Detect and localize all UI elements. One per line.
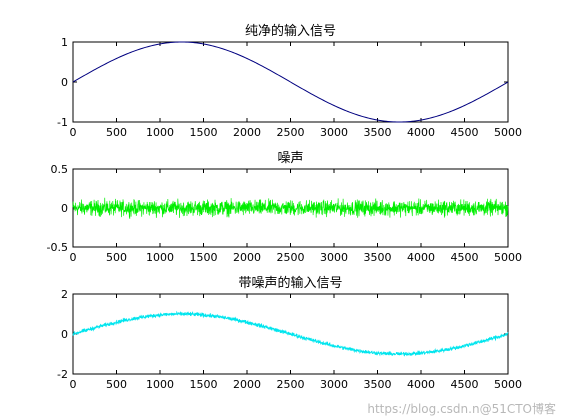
x-tick-label: 1500 bbox=[190, 126, 218, 139]
x-tick-label: 5000 bbox=[494, 126, 522, 139]
x-tick-label: 0 bbox=[70, 378, 77, 391]
series-line-noise bbox=[72, 197, 509, 219]
x-tick-label: 1000 bbox=[146, 251, 174, 264]
x-tick-label: 4000 bbox=[407, 126, 435, 139]
y-tick-label: 2 bbox=[61, 288, 68, 301]
x-tick-label: 3500 bbox=[364, 378, 392, 391]
x-tick-label: 2500 bbox=[277, 378, 305, 391]
y-tick-label: 0.5 bbox=[51, 163, 69, 176]
y-tick-label: 0 bbox=[61, 202, 68, 215]
x-tick-label: 4000 bbox=[407, 378, 435, 391]
y-tick-label: -1 bbox=[57, 116, 68, 129]
x-tick-label: 5000 bbox=[494, 378, 522, 391]
x-tick-label: 2000 bbox=[233, 126, 261, 139]
axes-title-2: 噪声 bbox=[277, 151, 303, 166]
x-tick-label: 2500 bbox=[277, 251, 305, 264]
x-tick-label: 1500 bbox=[190, 378, 218, 391]
x-tick-label: 4500 bbox=[451, 378, 479, 391]
x-tick-label: 3500 bbox=[364, 126, 392, 139]
x-tick-label: 2000 bbox=[233, 251, 261, 264]
x-tick-label: 2000 bbox=[233, 378, 261, 391]
y-tick-label: 0 bbox=[61, 76, 68, 89]
series-line-clean-signal bbox=[72, 41, 509, 123]
x-tick-label: 3000 bbox=[320, 378, 348, 391]
axes-title-1: 纯净的输入信号 bbox=[245, 23, 336, 39]
watermark-text: https://blog.csdn.n@51CTO博客 bbox=[367, 401, 556, 416]
y-tick-label: -2 bbox=[57, 368, 68, 381]
y-tick-label: 1 bbox=[61, 36, 68, 49]
x-tick-label: 2500 bbox=[277, 126, 305, 139]
axes-title-3: 带噪声的输入信号 bbox=[238, 275, 342, 291]
y-tick-label: 0 bbox=[61, 328, 68, 341]
x-tick-label: 0 bbox=[70, 251, 77, 264]
x-tick-label: 1500 bbox=[190, 251, 218, 264]
x-tick-label: 3500 bbox=[364, 251, 392, 264]
x-tick-label: 1000 bbox=[146, 126, 174, 139]
x-tick-label: 0 bbox=[70, 126, 77, 139]
x-tick-label: 4000 bbox=[407, 251, 435, 264]
x-tick-label: 5000 bbox=[494, 251, 522, 264]
x-tick-label: 4500 bbox=[451, 251, 479, 264]
x-tick-label: 1000 bbox=[146, 378, 174, 391]
y-tick-label: -0.5 bbox=[47, 241, 68, 254]
x-tick-label: 3000 bbox=[320, 251, 348, 264]
x-tick-label: 500 bbox=[106, 378, 127, 391]
x-tick-label: 4500 bbox=[451, 126, 479, 139]
series-line-noisy-signal bbox=[72, 310, 509, 357]
x-tick-label: 500 bbox=[106, 126, 127, 139]
x-tick-label: 3000 bbox=[320, 126, 348, 139]
x-tick-label: 500 bbox=[106, 251, 127, 264]
